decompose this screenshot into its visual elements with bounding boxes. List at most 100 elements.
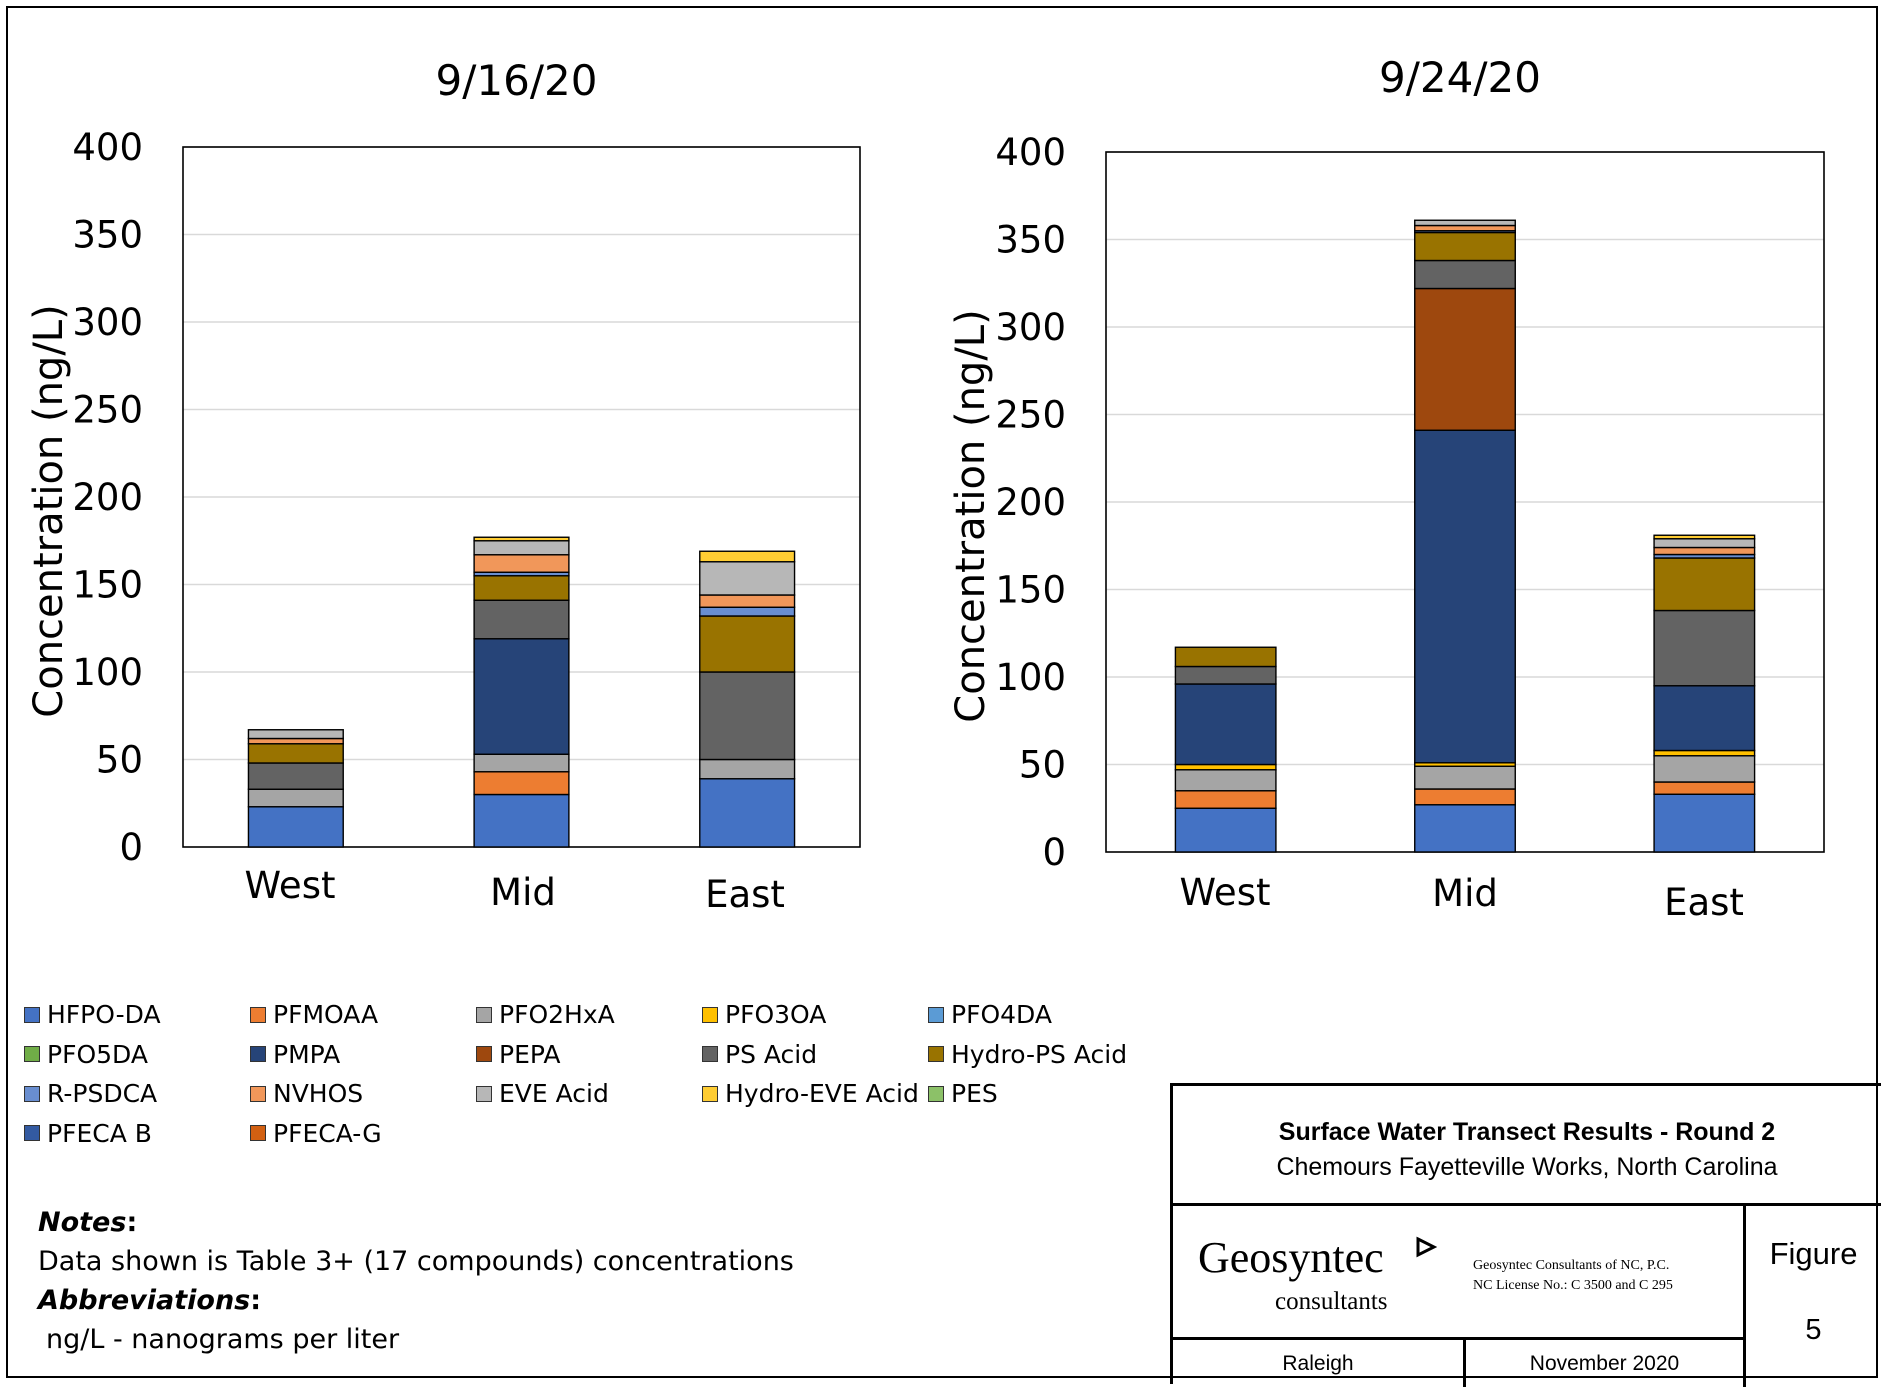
y-tick-label: 400	[995, 131, 1066, 174]
bar-segment-east-hydro-ps-acid	[699, 615, 796, 673]
y-tick-label: 400	[72, 126, 143, 169]
legend-item-hfpo-da: HFPO-DA	[24, 1000, 161, 1029]
legend-item-pfo2hxa: PFO2HxA	[476, 1000, 615, 1029]
legend-item-pfo4da: PFO4DA	[928, 1000, 1052, 1029]
bar-segment-mid-pmpa	[473, 638, 570, 755]
y-tick-label: 250	[72, 389, 143, 432]
bar-segment-west-hfpo-da	[1174, 807, 1277, 853]
legend-item-pmpa: PMPA	[250, 1040, 340, 1069]
x-category-label: West	[1180, 871, 1271, 914]
bar-segment-east-hfpo-da	[699, 778, 796, 848]
chart-title: 9/24/20	[1379, 53, 1541, 102]
legend-swatch	[476, 1006, 492, 1023]
title-block-header: Surface Water Transect Results - Round 2…	[1173, 1086, 1881, 1206]
legend-item-pfeca-b: PFECA B	[24, 1119, 152, 1148]
legend-label: R-PSDCA	[47, 1079, 158, 1108]
bar-segment-east-hydro-eve-acid	[699, 550, 796, 563]
bar-segment-east-eve-acid	[1653, 538, 1756, 549]
legend-label: PFECA B	[47, 1118, 152, 1148]
bar-segment-mid-hydro-eve-acid	[473, 536, 570, 542]
y-tick-label: 0	[1042, 831, 1066, 874]
figure-number-cell: Figure 5	[1743, 1206, 1881, 1387]
y-tick-label: 300	[995, 306, 1066, 349]
logo-triangle-icon	[1415, 1236, 1438, 1265]
bar-segment-east-hydro-eve-acid	[1653, 534, 1756, 540]
figure-number: 5	[1805, 1314, 1822, 1346]
bar-segment-mid-pepa	[1414, 287, 1516, 431]
bar-segment-mid-pfmoaa	[1414, 788, 1516, 806]
legend-swatch	[702, 1085, 718, 1102]
legend-swatch	[928, 1085, 944, 1102]
company-logo-cell: Geosyntec consultants Geosyntec Consulta…	[1173, 1206, 1743, 1340]
legend-label: PFMOAA	[273, 1000, 379, 1029]
notes-heading-line: Notes:	[38, 1203, 794, 1242]
bar-segment-east-r-psdca	[699, 606, 796, 617]
legend-item-pfo3oa: PFO3OA	[702, 1000, 826, 1029]
legend-label: NVHOS	[273, 1079, 364, 1108]
abbreviations-heading: Abbreviations	[38, 1285, 251, 1316]
y-tick-label: 150	[72, 564, 143, 607]
bar-segment-mid-eve-acid	[473, 540, 570, 556]
legend-swatch	[24, 1125, 40, 1141]
legend-label: PEPA	[499, 1039, 561, 1069]
notes-line-2: ng/L - nanograms per liter	[46, 1324, 400, 1355]
legend-swatch	[24, 1046, 40, 1062]
legend-swatch	[250, 1125, 266, 1141]
legend-item-eve-acid: EVE Acid	[476, 1079, 609, 1108]
bar-segment-mid-pfo2hxa	[473, 753, 570, 773]
bar-segment-mid-pmpa	[1414, 429, 1516, 764]
legend-item-pfmoaa: PFMOAA	[250, 1000, 378, 1029]
figure-subtitle: Chemours Fayetteville Works, North Carol…	[1276, 1153, 1778, 1181]
legend-item-pfo5da: PFO5DA	[24, 1040, 148, 1069]
bar-segment-west-pfo3oa	[1174, 763, 1277, 771]
y-tick-label: 250	[995, 394, 1066, 437]
legend-swatch	[24, 1006, 40, 1023]
legend-item-r-psdca: R-PSDCA	[24, 1079, 157, 1108]
bar-segment-west-ps-acid	[247, 762, 344, 790]
figure-title: Surface Water Transect Results - Round 2	[1278, 1118, 1776, 1146]
legend-swatch	[250, 1085, 266, 1102]
bar-segment-west-eve-acid	[247, 729, 344, 740]
bar-segment-mid-hfpo-da	[1414, 804, 1516, 853]
legend-label: PFECA-G	[273, 1118, 382, 1148]
legend-swatch	[702, 1046, 718, 1062]
bar-segment-west-pfmoaa	[1174, 790, 1277, 809]
legend-label: Hydro-PS Acid	[951, 1039, 1128, 1069]
y-tick-label: 350	[995, 219, 1066, 262]
y-tick-label: 100	[995, 656, 1066, 699]
legend-label: PS Acid	[725, 1039, 818, 1069]
legend-label: Hydro-EVE Acid	[725, 1079, 919, 1108]
notes-section: Notes: Data shown is Table 3+ (17 compou…	[38, 1203, 794, 1359]
legend-swatch	[250, 1006, 266, 1023]
notes-heading: Notes	[38, 1207, 127, 1238]
legend-swatch	[476, 1085, 492, 1102]
legend-item-hydro-ps-acid: Hydro-PS Acid	[928, 1040, 1127, 1069]
bar-segment-east-eve-acid	[699, 561, 796, 596]
legend-label: PFO2HxA	[499, 1000, 615, 1029]
notes-line-1: Data shown is Table 3+ (17 compounds) co…	[38, 1246, 794, 1277]
bar-segment-east-pfmoaa	[1653, 781, 1756, 795]
legend-swatch	[702, 1006, 718, 1023]
y-tick-label: 0	[119, 826, 143, 869]
y-tick-label: 50	[96, 739, 143, 782]
x-category-label: West	[245, 864, 336, 907]
abbreviations-heading-colon: :	[250, 1285, 262, 1316]
title-block: Surface Water Transect Results - Round 2…	[1170, 1083, 1881, 1387]
notes-heading-colon: :	[126, 1207, 138, 1238]
legend-label: HFPO-DA	[47, 1000, 161, 1029]
legend-item-ps-acid: PS Acid	[702, 1040, 817, 1069]
y-tick-label: 200	[995, 481, 1066, 524]
bar-segment-east-pfo2hxa	[699, 758, 796, 780]
x-category-label: East	[1664, 881, 1744, 924]
license-line-2: NC License No.: C 3500 and C 295	[1473, 1278, 1673, 1293]
bar-segment-east-hfpo-da	[1653, 793, 1756, 853]
date-cell: November 2020	[1529, 1352, 1680, 1375]
y-tick-label: 100	[72, 651, 143, 694]
bar-segment-mid-hfpo-da	[473, 793, 570, 848]
bar-segment-east-pmpa	[1653, 685, 1756, 752]
legend-item-pepa: PEPA	[476, 1040, 560, 1069]
bar-segment-east-ps-acid	[1653, 609, 1756, 687]
license-info: Geosyntec Consultants of NC, P.C. NC Lic…	[1473, 1256, 1673, 1296]
legend-swatch	[476, 1046, 492, 1062]
